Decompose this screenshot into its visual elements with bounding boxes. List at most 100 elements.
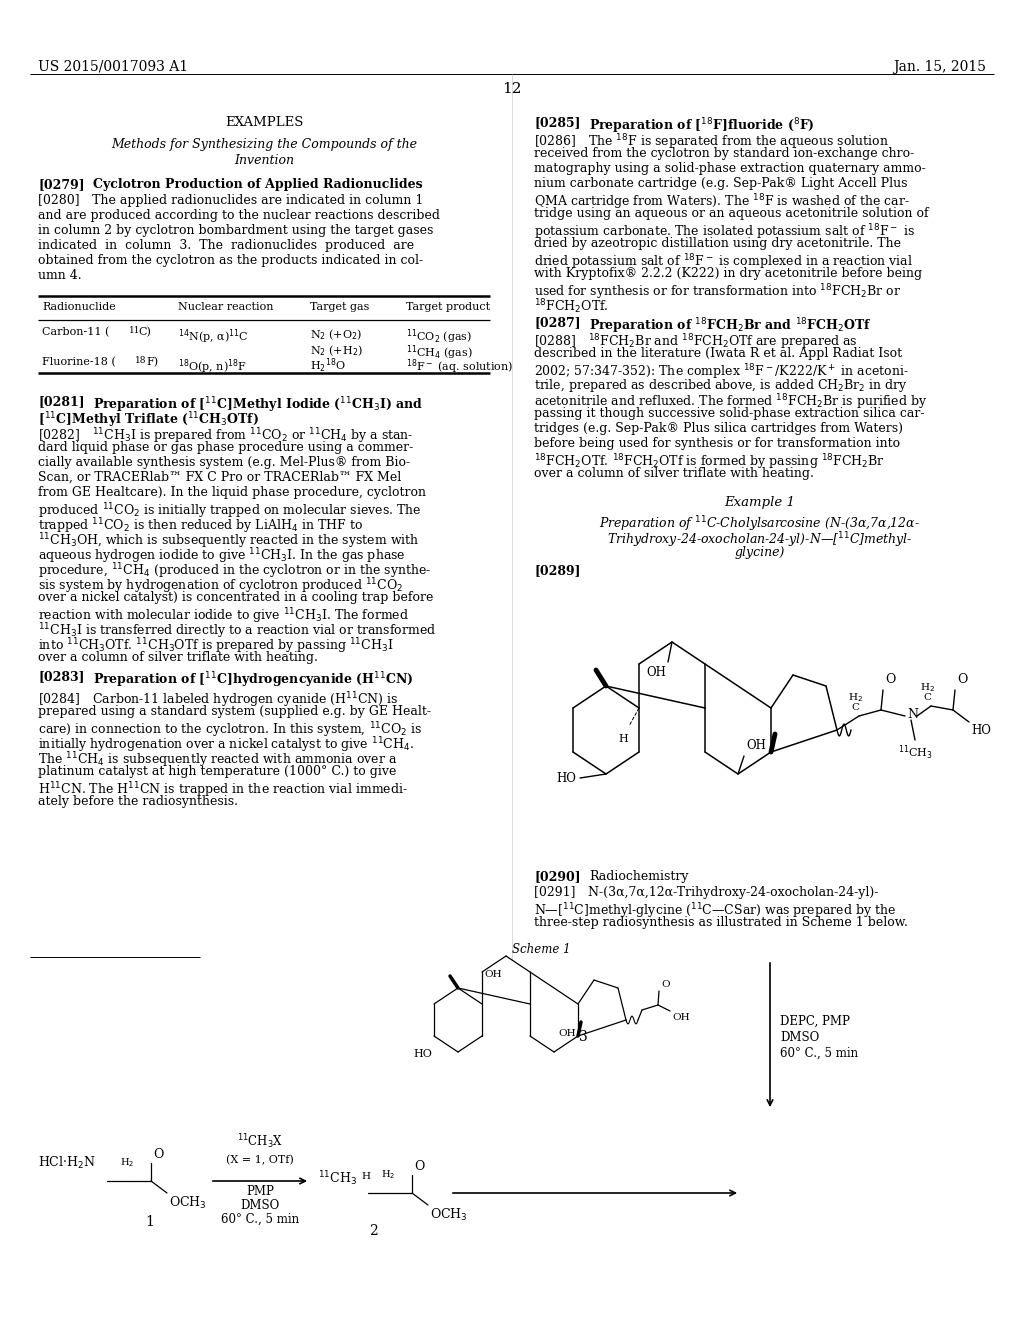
- Text: O: O: [153, 1148, 164, 1162]
- Text: $^{18}$F$^-$ (aq. solution): $^{18}$F$^-$ (aq. solution): [406, 356, 513, 376]
- Text: [0284] Carbon-11 labeled hydrogen cyanide (H$^{11}$CN) is: [0284] Carbon-11 labeled hydrogen cyanid…: [38, 690, 398, 710]
- Text: in column 2 by cyclotron bombardment using the target gases: in column 2 by cyclotron bombardment usi…: [38, 224, 433, 238]
- Text: dard liquid phase or gas phase procedure using a commer-: dard liquid phase or gas phase procedure…: [38, 441, 414, 454]
- Text: care) in connection to the cyclotron. In this system, $^{11}$CO$_2$ is: care) in connection to the cyclotron. In…: [38, 719, 422, 739]
- Text: OH: OH: [672, 1012, 689, 1022]
- Text: Invention: Invention: [234, 154, 294, 168]
- Text: over a nickel catalyst) is concentrated in a cooling trap before: over a nickel catalyst) is concentrated …: [38, 591, 433, 605]
- Text: Example 1: Example 1: [725, 496, 796, 510]
- Text: Cyclotron Production of Applied Radionuclides: Cyclotron Production of Applied Radionuc…: [93, 178, 423, 191]
- Text: N$_2$ (+O$_2$): N$_2$ (+O$_2$): [310, 327, 362, 342]
- Text: [0279]: [0279]: [38, 178, 85, 191]
- Text: OH: OH: [746, 739, 766, 752]
- Text: [0283]: [0283]: [38, 671, 85, 682]
- Text: Scheme 1: Scheme 1: [512, 942, 570, 956]
- Text: OH: OH: [646, 667, 666, 678]
- Text: $^{11}$CH$_3$I is transferred directly to a reaction vial or transformed: $^{11}$CH$_3$I is transferred directly t…: [38, 620, 436, 640]
- Text: 60° C., 5 min: 60° C., 5 min: [780, 1047, 858, 1060]
- Text: 3: 3: [579, 1030, 588, 1044]
- Text: F): F): [146, 356, 158, 367]
- Text: Target product: Target product: [406, 302, 490, 312]
- Text: tridges (e.g. Sep-Pak® Plus silica cartridges from Waters): tridges (e.g. Sep-Pak® Plus silica cartr…: [534, 422, 903, 436]
- Text: 1: 1: [145, 1214, 155, 1229]
- Text: cially available synthesis system (e.g. Mel-Plus® from Bio-: cially available synthesis system (e.g. …: [38, 455, 411, 469]
- Text: Scan, or TRACERlab™ FX C Pro or TRACERlab™ FX Mel: Scan, or TRACERlab™ FX C Pro or TRACERla…: [38, 471, 401, 484]
- Text: potassium carbonate. The isolated potassium salt of $^{18}$F$^-$ is: potassium carbonate. The isolated potass…: [534, 222, 915, 242]
- Text: 18: 18: [135, 356, 146, 366]
- Text: with Kryptofix® 2.2.2 (K222) in dry acetonitrile before being: with Kryptofix® 2.2.2 (K222) in dry acet…: [534, 267, 923, 280]
- Text: O: O: [662, 979, 670, 989]
- Text: over a column of silver triflate with heating.: over a column of silver triflate with he…: [38, 651, 317, 664]
- Text: Methods for Synthesizing the Compounds of the: Methods for Synthesizing the Compounds o…: [111, 139, 417, 150]
- Text: $^{11}$CH$_3$: $^{11}$CH$_3$: [898, 744, 933, 763]
- Text: Preparation of $^{18}$FCH$_2$Br and $^{18}$FCH$_2$OTf: Preparation of $^{18}$FCH$_2$Br and $^{1…: [589, 315, 871, 335]
- Text: H$_2$: H$_2$: [120, 1156, 134, 1170]
- Text: PMP: PMP: [246, 1185, 274, 1199]
- Text: QMA cartridge from Waters). The $^{18}$F is washed of the car-: QMA cartridge from Waters). The $^{18}$F…: [534, 191, 909, 211]
- Text: [$^{11}$C]Methyl Triflate ($^{11}$CH$_3$OTf): [$^{11}$C]Methyl Triflate ($^{11}$CH$_3$…: [38, 411, 259, 429]
- Text: reaction with molecular iodide to give $^{11}$CH$_3$I. The formed: reaction with molecular iodide to give $…: [38, 606, 409, 626]
- Text: HO: HO: [413, 1049, 432, 1059]
- Text: $^{11}$CO$_2$ (gas): $^{11}$CO$_2$ (gas): [406, 327, 472, 346]
- Text: [0282] $^{11}$CH$_3$I is prepared from $^{11}$CO$_2$ or $^{11}$CH$_4$ by a stan-: [0282] $^{11}$CH$_3$I is prepared from $…: [38, 426, 414, 446]
- Text: H$^{11}$CN. The H$^{11}$CN is trapped in the reaction vial immedi-: H$^{11}$CN. The H$^{11}$CN is trapped in…: [38, 780, 408, 800]
- Text: $^{11}$CH$_3$: $^{11}$CH$_3$: [318, 1170, 357, 1188]
- Text: $^{11}$CH$_3$X: $^{11}$CH$_3$X: [237, 1133, 283, 1151]
- Text: OCH$_3$: OCH$_3$: [430, 1206, 468, 1224]
- Text: O: O: [957, 673, 968, 686]
- Text: Carbon-11 (: Carbon-11 (: [42, 327, 110, 338]
- Text: from GE Healtcare). In the liquid phase procedure, cyclotron: from GE Healtcare). In the liquid phase …: [38, 486, 426, 499]
- Text: HCl·H$_2$N: HCl·H$_2$N: [38, 1155, 96, 1171]
- Text: before being used for synthesis or for transformation into: before being used for synthesis or for t…: [534, 437, 900, 450]
- Text: $^{14}$N(p, α)$^{11}$C: $^{14}$N(p, α)$^{11}$C: [178, 327, 249, 346]
- Text: [0285]: [0285]: [534, 116, 581, 129]
- Text: C): C): [138, 327, 151, 338]
- Text: used for synthesis or for transformation into $^{18}$FCH$_2$Br or: used for synthesis or for transformation…: [534, 282, 901, 301]
- Text: Target gas: Target gas: [310, 302, 370, 312]
- Text: HO: HO: [556, 771, 575, 784]
- Text: indicated  in  column  3.  The  radionuclides  produced  are: indicated in column 3. The radionuclides…: [38, 239, 414, 252]
- Text: HO: HO: [971, 723, 991, 737]
- Text: $^{18}$O(p, n)$^{18}$F: $^{18}$O(p, n)$^{18}$F: [178, 356, 247, 376]
- Text: aqueous hydrogen iodide to give $^{11}$CH$_3$I. In the gas phase: aqueous hydrogen iodide to give $^{11}$C…: [38, 546, 406, 565]
- Text: Radiochemistry: Radiochemistry: [589, 870, 688, 883]
- Text: EXAMPLES: EXAMPLES: [225, 116, 303, 129]
- Text: Jan. 15, 2015: Jan. 15, 2015: [893, 59, 986, 74]
- Text: DMSO: DMSO: [241, 1199, 280, 1212]
- Text: OH: OH: [484, 970, 502, 979]
- Text: trile, prepared as described above, is added CH$_2$Br$_2$ in dry: trile, prepared as described above, is a…: [534, 378, 908, 393]
- Text: Preparation of $^{11}$C-Cholylsarcosine (N-(3α,7α,12α-: Preparation of $^{11}$C-Cholylsarcosine …: [599, 513, 921, 533]
- Text: initially hydrogenation over a nickel catalyst to give $^{11}$CH$_4$.: initially hydrogenation over a nickel ca…: [38, 735, 414, 755]
- Text: $^{18}$FCH$_2$OTf.: $^{18}$FCH$_2$OTf.: [534, 297, 608, 315]
- Text: H: H: [361, 1172, 371, 1181]
- Text: 12: 12: [502, 82, 522, 96]
- Text: H$_2$: H$_2$: [381, 1168, 395, 1181]
- Text: H: H: [618, 734, 628, 744]
- Text: received from the cyclotron by standard ion-exchange chro-: received from the cyclotron by standard …: [534, 147, 914, 160]
- Text: N$_2$ (+H$_2$): N$_2$ (+H$_2$): [310, 343, 362, 358]
- Text: [0286] The $^{18}$F is separated from the aqueous solution: [0286] The $^{18}$F is separated from th…: [534, 132, 889, 152]
- Text: [0287]: [0287]: [534, 315, 581, 329]
- Text: DEPC, PMP: DEPC, PMP: [780, 1015, 850, 1028]
- Text: Preparation of [$^{11}$C]Methyl Iodide ($^{11}$CH$_3$I) and: Preparation of [$^{11}$C]Methyl Iodide (…: [93, 395, 423, 414]
- Text: US 2015/0017093 A1: US 2015/0017093 A1: [38, 59, 188, 74]
- Text: DMSO: DMSO: [780, 1031, 819, 1044]
- Text: $^{11}$CH$_4$ (gas): $^{11}$CH$_4$ (gas): [406, 343, 473, 362]
- Text: Trihydroxy-24-oxocholan-24-yl)-N—[$^{11}$C]methyl-: Trihydroxy-24-oxocholan-24-yl)-N—[$^{11}…: [607, 531, 912, 549]
- Text: 2002; 57:347-352): The complex $^{18}$F$^-$/K222/K$^+$ in acetoni-: 2002; 57:347-352): The complex $^{18}$F$…: [534, 362, 909, 381]
- Text: OCH$_3$: OCH$_3$: [169, 1195, 207, 1212]
- Text: dried potassium salt of $^{18}$F$^-$ is complexed in a reaction vial: dried potassium salt of $^{18}$F$^-$ is …: [534, 252, 913, 272]
- Text: tridge using an aqueous or an aqueous acetonitrile solution of: tridge using an aqueous or an aqueous ac…: [534, 207, 929, 220]
- Text: into $^{11}$CH$_3$OTf. $^{11}$CH$_3$OTf is prepared by passing $^{11}$CH$_3$I: into $^{11}$CH$_3$OTf. $^{11}$CH$_3$OTf …: [38, 636, 393, 656]
- Text: platinum catalyst at high temperature (1000° C.) to give: platinum catalyst at high temperature (1…: [38, 766, 396, 777]
- Text: prepared using a standard system (supplied e.g. by GE Healt-: prepared using a standard system (suppli…: [38, 705, 431, 718]
- Text: over a column of silver triflate with heating.: over a column of silver triflate with he…: [534, 467, 814, 480]
- Text: Radionuclide: Radionuclide: [42, 302, 116, 312]
- Text: matography using a solid-phase extraction quaternary ammo-: matography using a solid-phase extractio…: [534, 162, 926, 176]
- Text: H$_2$: H$_2$: [920, 681, 935, 694]
- Text: 60° C., 5 min: 60° C., 5 min: [221, 1213, 299, 1226]
- Text: procedure, $^{11}$CH$_4$ (produced in the cyclotron or in the synthe-: procedure, $^{11}$CH$_4$ (produced in th…: [38, 561, 431, 581]
- Text: H$_2$$^{18}$O: H$_2$$^{18}$O: [310, 356, 346, 375]
- Text: sis system by hydrogenation of cyclotron produced $^{11}$CO$_2$: sis system by hydrogenation of cyclotron…: [38, 576, 403, 595]
- Text: acetonitrile and refluxed. The formed $^{18}$FCH$_2$Br is purified by: acetonitrile and refluxed. The formed $^…: [534, 392, 927, 412]
